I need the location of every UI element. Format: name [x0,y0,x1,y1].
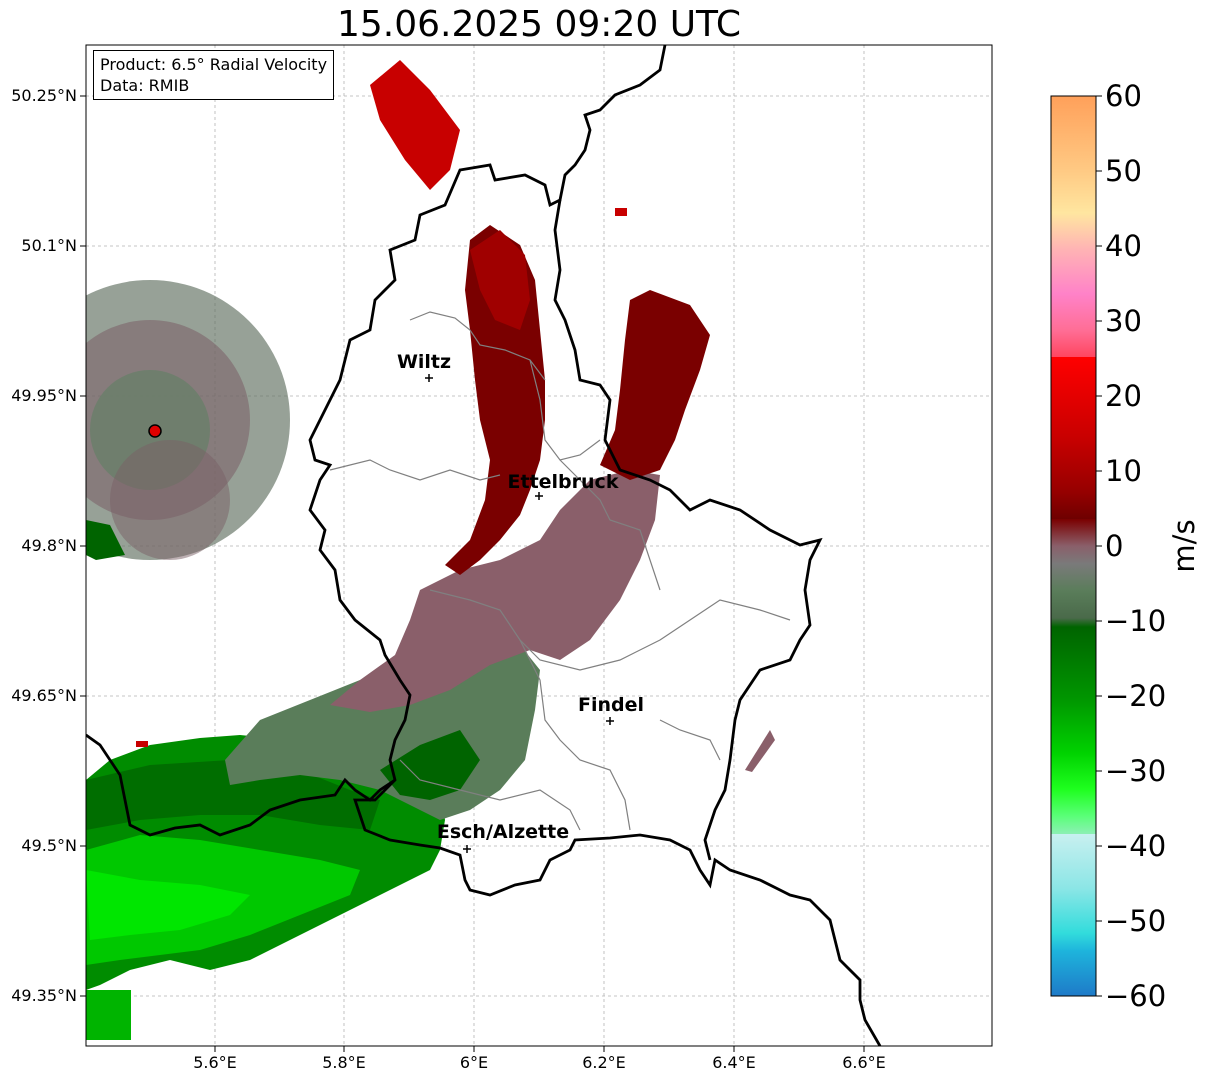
colorbar-tick: −50 [1105,904,1166,938]
colorbar-tick: 30 [1105,304,1142,338]
city-label-findel: Findel [578,694,644,716]
lat-label: 50.1°N [21,236,77,255]
country-borders [86,45,882,1046]
colorbar-tick: 0 [1105,529,1123,563]
lon-label: 5.8°E [322,1053,366,1072]
lat-label: 49.8°N [21,536,77,555]
colorbar: 60 50 40 30 20 10 0 −10 −20 −30 −40 −50 … [1050,79,1201,1013]
lon-label: 6.4°E [712,1053,756,1072]
lat-label: 49.65°N [11,686,77,705]
lon-axis: 5.6°E 5.8°E 6°E 6.2°E 6.4°E 6.6°E [193,1046,886,1072]
lon-label: 6.6°E [842,1053,886,1072]
city-label-wiltz: Wiltz [397,351,451,373]
colorbar-tick: 20 [1105,379,1142,413]
city-label-esch-alzette: Esch/Alzette [437,821,569,843]
lon-label: 6°E [460,1053,488,1072]
colorbar-tick: −40 [1105,829,1166,863]
lat-label: 50.25°N [11,86,77,105]
lon-label: 5.6°E [193,1053,237,1072]
lat-label: 49.5°N [21,836,77,855]
lat-label: 49.35°N [11,986,77,1005]
colorbar-tick: −30 [1105,754,1166,788]
lon-label: 6.2°E [582,1053,626,1072]
lat-axis: 50.25°N 50.1°N 49.95°N 49.8°N 49.65°N 49… [11,86,86,1005]
radar-site-marker [148,424,162,438]
city-label-ettelbruck: Ettelbruck [508,471,619,493]
colorbar-tick: −10 [1105,604,1166,638]
data-source-text: Data: RMIB [100,76,190,95]
colorbar-tick: 50 [1105,154,1142,188]
map-title: 15.06.2025 09:20 UTC [336,4,742,45]
radar-echoes [86,60,775,1040]
colorbar-tick: 10 [1105,454,1142,488]
lat-label: 49.95°N [11,386,77,405]
canton-borders [329,311,791,831]
city-markers [425,374,614,853]
colorbar-tick: −60 [1105,979,1166,1013]
colorbar-tick: −20 [1105,679,1166,713]
info-box: Product: 6.5° Radial Velocity Data: RMIB [93,50,335,100]
product-text: Product: 6.5° Radial Velocity [100,55,328,74]
colorbar-tick: 60 [1105,79,1142,113]
colorbar-label: m/s [1167,519,1201,572]
colorbar-tick: 40 [1105,229,1142,263]
colorbar-gradient [1050,95,1097,997]
